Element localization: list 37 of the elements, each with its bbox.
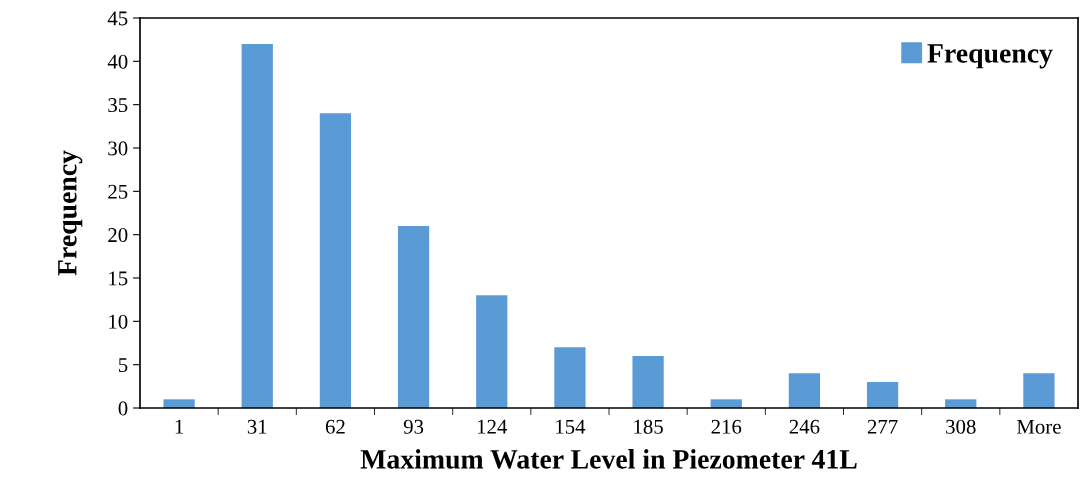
y-axis-title: Frequency [58,150,83,276]
x-tick-label: 277 [867,419,898,434]
legend-label: Frequency [927,44,1053,69]
x-tick-label: 246 [789,419,820,434]
bar [1023,373,1055,408]
x-tick-label: 124 [477,419,508,434]
bar [241,44,273,408]
x-tick-label: 62 [325,419,345,434]
bar [866,382,899,408]
y-tick-label: 0 [118,401,128,416]
x-tick-label: 1 [175,419,184,434]
bar [632,356,664,408]
y-tick-label: 40 [107,54,128,69]
x-tick-label: 93 [403,419,424,434]
x-tick-label: 216 [711,419,742,434]
y-tick-label: 10 [109,314,128,329]
bar [397,226,430,408]
y-tick-label: 45 [107,11,128,26]
x-tick-label: 308 [946,419,976,434]
y-tick-label: 35 [108,98,128,113]
y-tick-label: 30 [108,141,128,156]
bar [710,399,742,408]
bar [554,347,586,408]
bar [476,295,508,408]
x-tick-label: More [1016,419,1061,434]
y-tick-label: 20 [108,228,128,243]
y-tick-label: 5 [118,358,128,373]
x-axis-title: Maximum Water Level in Piezometer 41L [360,449,857,469]
x-tick-label: 154 [556,419,586,434]
bar [163,399,195,408]
x-tick-label: 31 [247,419,267,434]
y-tick-label: 15 [109,271,128,286]
bar [788,373,821,408]
x-tick-label: 185 [634,419,663,434]
y-tick-label: 25 [108,184,128,199]
bar [319,113,352,408]
bar [945,399,977,408]
